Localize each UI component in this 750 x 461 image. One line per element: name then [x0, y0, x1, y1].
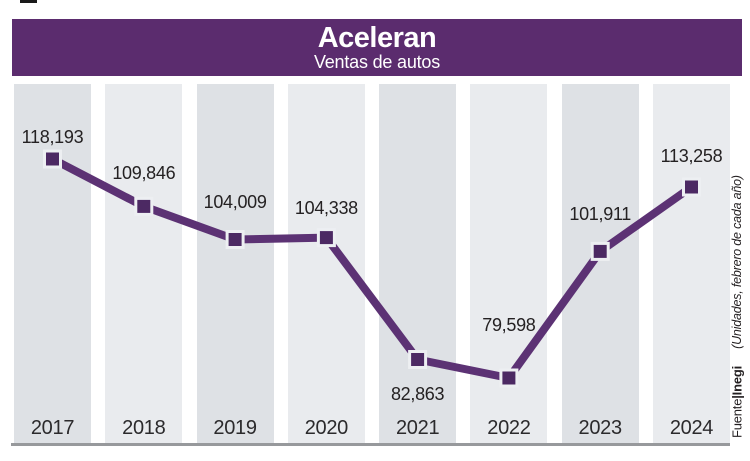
- x-tick-label: 2022: [487, 417, 531, 439]
- x-tick-label: 2024: [669, 417, 714, 439]
- x-tick-label: 2020: [304, 417, 349, 439]
- sales-line: [50, 155, 694, 382]
- chart-subtitle: Ventas de autos: [313, 52, 441, 72]
- year-band-2020: 2020: [287, 84, 365, 443]
- data-point-marker-2019: [225, 230, 245, 249]
- year-band-2019: 2019: [196, 84, 274, 443]
- data-point-marker-2023: [590, 241, 610, 261]
- data-point-value-2021: 82,863: [390, 383, 445, 404]
- source-name: Inegi: [729, 365, 745, 396]
- data-point-marker-2022: [499, 368, 519, 388]
- year-band-2024: 2024: [652, 84, 730, 443]
- x-tick-label: 2019: [213, 417, 257, 439]
- chart-header: Aceleran Ventas de autos: [12, 19, 742, 76]
- data-point-marker-2018: [134, 196, 154, 216]
- data-point-value-2023: 101,911: [569, 204, 632, 225]
- chart-title: Aceleran: [317, 22, 437, 54]
- source-credit-vertical: Fuente|Inegi: [730, 366, 745, 438]
- data-point-marker-2017: [43, 149, 62, 169]
- data-point-value-2017: 118,193: [21, 127, 84, 147]
- data-point-value-2019: 104,009: [203, 191, 267, 212]
- year-band-2023: 2023: [561, 84, 639, 443]
- data-point-value-2024: 113,258: [660, 146, 723, 166]
- source-separator: |: [729, 395, 745, 399]
- year-band-2018: 2018: [105, 84, 183, 443]
- year-band-2021: 2021: [379, 84, 457, 443]
- x-tick-label: 2018: [122, 417, 166, 439]
- x-tick-label: 2023: [578, 417, 623, 439]
- source-prefix: Fuente: [729, 398, 745, 439]
- data-point-marker-2021: [408, 350, 428, 369]
- data-point-marker-2024: [682, 177, 701, 197]
- unit-note-vertical: (Unidades, febrero de cada año): [730, 175, 744, 349]
- year-band-2017: 2017: [14, 84, 91, 443]
- data-point-value-2020: 104,338: [294, 197, 358, 218]
- x-tick-label: 2017: [30, 417, 75, 439]
- x-tick-label: 2021: [395, 417, 440, 439]
- data-point-value-2022: 79,598: [482, 315, 536, 335]
- plot-area: 2017 2018 2019 2020 2021 2022 2023 2024: [14, 84, 730, 443]
- x-axis-line: [11, 443, 730, 446]
- data-point-marker-2020: [316, 228, 336, 248]
- top-left-crop-mark: [20, 0, 37, 3]
- data-point-value-2018: 109,846: [112, 163, 176, 184]
